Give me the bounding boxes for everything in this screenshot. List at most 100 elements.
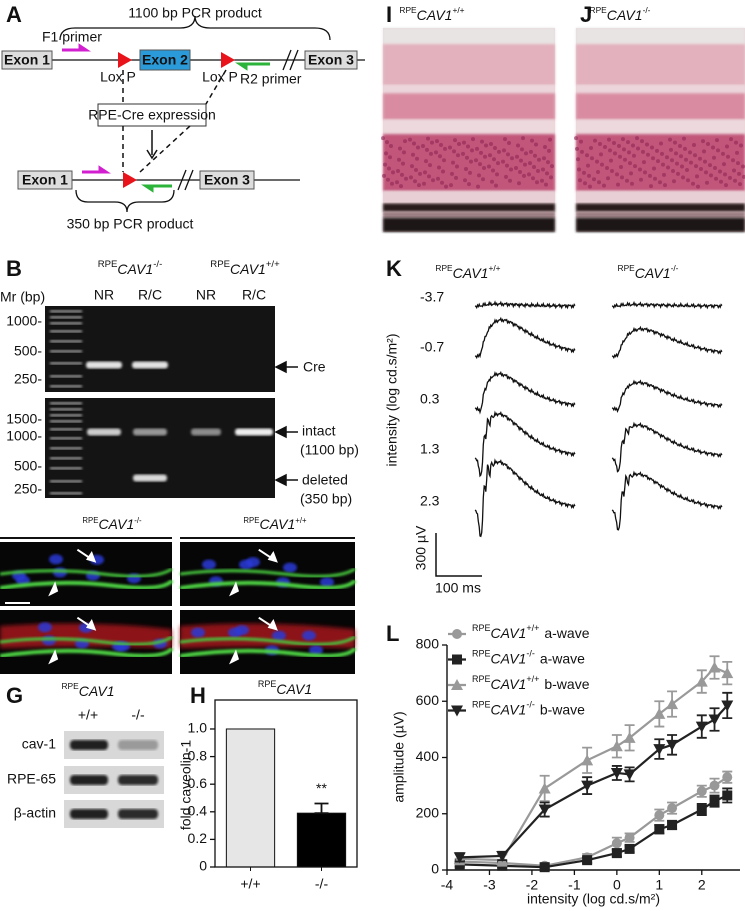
nucleus-dot [417, 183, 421, 188]
label: 500- [14, 458, 42, 474]
nucleus-dot [479, 150, 483, 155]
nucleus-dot [725, 144, 729, 149]
nucleus-dot [679, 154, 683, 159]
data-point [721, 700, 734, 712]
gene-name: CAV1 [607, 7, 643, 23]
nucleus-dot [461, 151, 465, 156]
label: Exon 3 [308, 52, 354, 68]
exon-box [304, 50, 358, 70]
data-point [654, 810, 665, 821]
nucleus-dot [471, 137, 475, 142]
nucleus-dot [481, 177, 485, 182]
nucleus-dot [490, 179, 494, 184]
erg-trace [611, 379, 723, 413]
nucleus-dot [436, 176, 440, 181]
nucleus-dot [728, 175, 732, 180]
nucleus-dot [585, 153, 589, 158]
nucleus-dot [442, 158, 446, 163]
gel-band [132, 361, 168, 369]
cre-box [97, 103, 207, 127]
nucleus-dot [483, 154, 487, 159]
ladder-band [50, 480, 82, 483]
tissue-layer [383, 203, 555, 212]
nucleus-dot [463, 178, 467, 183]
label: 0.3 [420, 391, 440, 407]
superscript: +/+ [488, 263, 500, 273]
brace [59, 15, 331, 41]
exon-box [17, 170, 73, 190]
y-tick-label: 1.0 [188, 720, 208, 736]
micrograph [180, 542, 355, 606]
nucleus-dot [737, 171, 741, 176]
nucleus-dot [480, 139, 484, 144]
nucleus-dot [726, 154, 730, 159]
ladder-band [50, 467, 82, 470]
nucleus-dot [686, 178, 690, 183]
panel-letter: G [6, 683, 23, 708]
nucleus-dot [661, 162, 665, 167]
gel-band [87, 428, 121, 436]
tissue-layer [383, 85, 555, 94]
nucleus-dot [453, 138, 457, 143]
nucleus [228, 627, 242, 638]
nucleus-dot [470, 148, 474, 153]
nucleus-dot [550, 164, 554, 169]
nucleus-dot [628, 161, 632, 166]
nucleus-dot [712, 155, 716, 160]
label: F1 primer [42, 29, 102, 45]
nucleus-dot [676, 171, 680, 176]
nucleus [239, 559, 253, 570]
nucleus-dot [508, 178, 512, 183]
nucleus-dot [439, 143, 443, 148]
membrane [0, 567, 173, 578]
x-tick-label: 2 [698, 877, 706, 893]
y-tick-label: 200 [416, 804, 440, 820]
erg-trace [474, 458, 576, 538]
nucleus-dot [381, 136, 385, 141]
nucleus-dot [455, 164, 459, 169]
nucleus-dot [689, 160, 693, 165]
nucleus-dot [440, 180, 444, 185]
arrow-down [146, 130, 158, 160]
label: R2 primer [240, 71, 302, 87]
nucleus-dot [542, 156, 546, 161]
nucleus-dot [418, 171, 422, 176]
data-point [611, 838, 622, 849]
nucleus-dot [596, 169, 600, 174]
significance-label: ** [316, 780, 327, 796]
nucleus-dot [658, 180, 662, 185]
tissue-layer [576, 85, 745, 94]
data-point [666, 739, 679, 751]
series-line [459, 666, 728, 862]
nucleus [272, 630, 286, 641]
nucleus-dot [694, 164, 698, 169]
gene-name: CAV1 [635, 265, 671, 281]
gel-band [235, 428, 273, 436]
nucleus-dot [448, 145, 452, 150]
nucleus-dot [621, 137, 625, 142]
label: 1000- [6, 313, 42, 329]
nucleus-dot [395, 180, 399, 185]
nucleus-dot [640, 139, 644, 144]
label: -0.7 [420, 339, 444, 355]
nucleus-dot [398, 146, 402, 151]
label: RPE-65 [7, 771, 56, 787]
label: (350 bp) [300, 491, 352, 507]
nucleus-dot [515, 154, 519, 159]
tissue-layer [576, 217, 745, 232]
primer-arrow [141, 184, 172, 193]
nucleus-dot [613, 151, 617, 156]
nucleus-dot [523, 162, 527, 167]
gene-name: CAV1 [117, 261, 153, 277]
data-point [452, 654, 462, 665]
y-tick-label: 600 [416, 692, 440, 708]
nucleus-dot [456, 153, 460, 158]
nucleus-dot [670, 158, 674, 163]
superscript: RPE [472, 623, 491, 633]
nucleus-dot [428, 163, 432, 168]
ladder-band [50, 428, 82, 431]
superscript: RPE [590, 5, 608, 15]
nucleus-dot [593, 138, 597, 143]
nucleus-dot [421, 143, 425, 148]
nucleus-dot [678, 143, 682, 148]
